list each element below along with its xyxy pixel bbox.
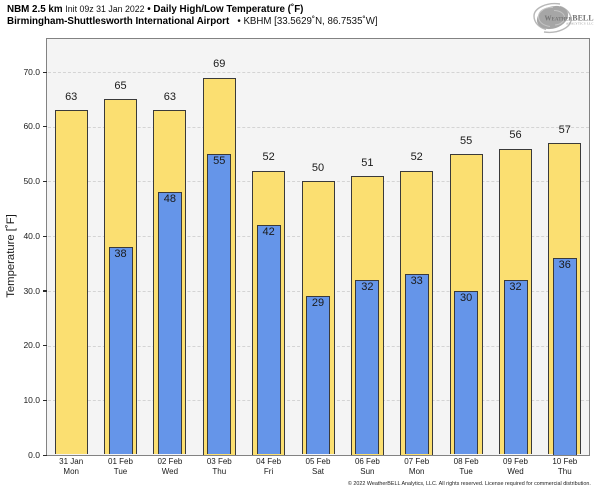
svg-text:ANALYTICS LLC: ANALYTICS LLC bbox=[566, 22, 594, 26]
svg-text:WEATHERBELL: WEATHERBELL bbox=[545, 14, 594, 23]
